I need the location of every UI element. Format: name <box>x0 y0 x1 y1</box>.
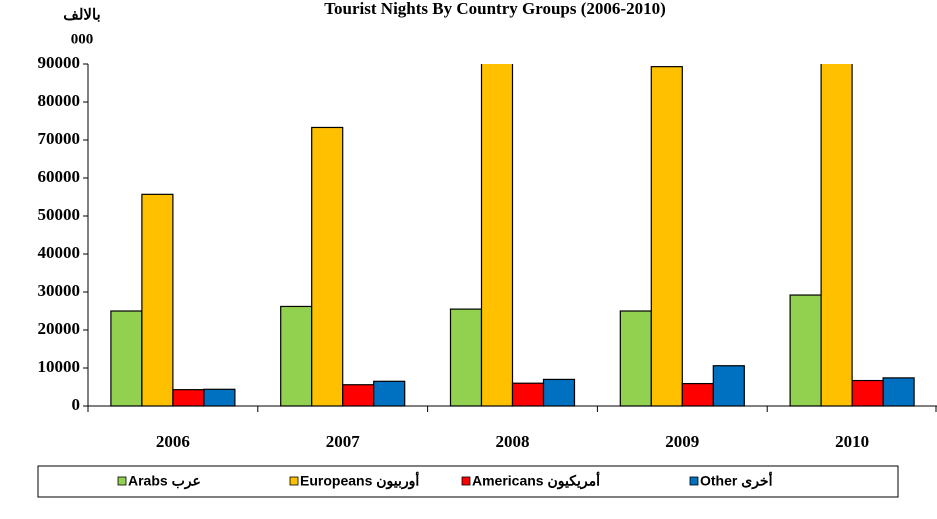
bar <box>280 305 313 407</box>
bar <box>480 64 514 407</box>
bar <box>851 379 884 407</box>
y-unit-label: 000 <box>71 31 94 47</box>
y-tick-label: 10000 <box>38 357 81 376</box>
y-tick-label: 60000 <box>38 167 81 186</box>
y-tick-label: 50000 <box>38 205 81 224</box>
x-tick-label: 2010 <box>835 432 869 451</box>
bar <box>172 389 205 407</box>
bar <box>542 378 576 407</box>
legend-swatch <box>461 476 471 486</box>
bar <box>712 365 745 407</box>
x-tick-label: 2007 <box>326 432 361 451</box>
bar <box>650 66 683 407</box>
legend-label: Other أخرى <box>700 471 773 490</box>
legend-label: Americans أمريكيون <box>472 471 600 490</box>
bar <box>619 310 652 407</box>
bar <box>449 308 483 407</box>
y-tick-label: 20000 <box>38 319 81 338</box>
y-tick-label: 90000 <box>38 53 81 72</box>
y-tick-label: 80000 <box>38 91 81 110</box>
bar <box>110 310 143 407</box>
y-tick-label: 0 <box>72 395 81 414</box>
y-unit-label: بالالف <box>63 7 100 23</box>
bar <box>820 64 853 407</box>
chart-title: Tourist Nights By Country Groups (2006-2… <box>324 0 665 18</box>
y-tick-label: 40000 <box>38 243 81 262</box>
bars <box>110 64 915 407</box>
x-tick-label: 2008 <box>496 432 530 451</box>
bar <box>882 377 915 407</box>
bar <box>141 193 174 407</box>
x-tick-label: 2009 <box>665 432 699 451</box>
bar <box>681 382 714 407</box>
legend-swatch <box>117 476 127 486</box>
x-tick-label: 2006 <box>156 432 190 451</box>
legend-swatch <box>289 476 299 486</box>
legend-label: Europeans أوربيون <box>300 471 419 490</box>
bar <box>789 294 822 407</box>
legend-swatch <box>689 476 699 486</box>
legend-box <box>37 465 899 498</box>
legend-label: Arabs عرب <box>128 473 201 490</box>
bar <box>311 126 344 407</box>
bar <box>373 380 406 407</box>
y-tick-label: 30000 <box>38 281 81 300</box>
bar <box>203 388 236 407</box>
y-tick-label: 70000 <box>38 129 81 148</box>
bar <box>511 382 545 407</box>
bar <box>342 384 375 407</box>
